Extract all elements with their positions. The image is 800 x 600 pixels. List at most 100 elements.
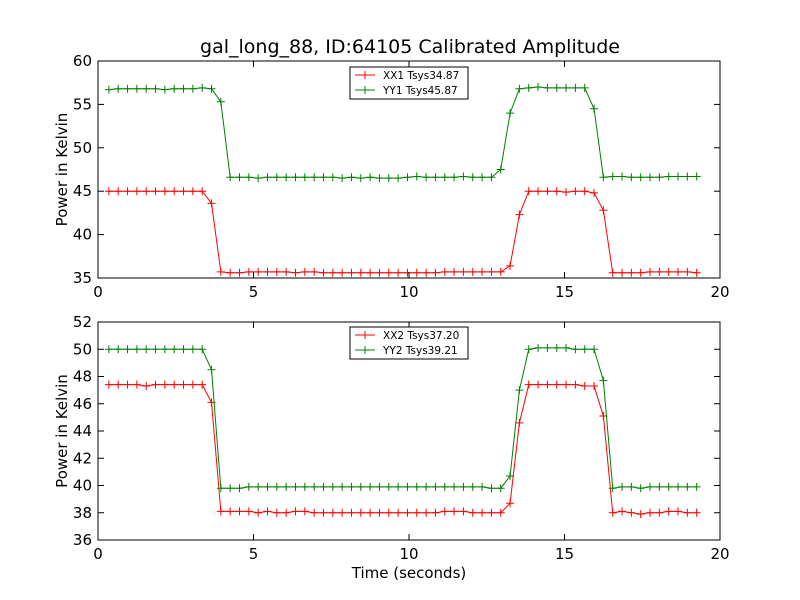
data-point xyxy=(515,386,524,395)
data-point xyxy=(198,345,207,354)
data-point xyxy=(123,345,132,354)
data-point xyxy=(338,268,347,277)
data-point xyxy=(674,507,683,516)
data-point xyxy=(422,268,431,277)
data-point xyxy=(366,268,375,277)
data-point xyxy=(291,507,300,516)
data-point xyxy=(310,173,319,182)
data-point xyxy=(394,482,403,491)
data-point xyxy=(450,173,459,182)
y-tick-label: 45 xyxy=(73,182,92,200)
data-point xyxy=(599,173,608,182)
data-point xyxy=(170,187,179,196)
data-point xyxy=(151,84,160,93)
data-point xyxy=(543,83,552,92)
data-point xyxy=(543,187,552,196)
data-point xyxy=(627,173,636,182)
data-point xyxy=(552,380,561,389)
data-point xyxy=(543,380,552,389)
figure-title: gal_long_88, ID:64105 Calibrated Amplitu… xyxy=(200,36,620,58)
data-point xyxy=(674,172,683,181)
data-point xyxy=(524,187,533,196)
data-point xyxy=(254,174,263,183)
y-axis-label: Power in Kelvin xyxy=(53,374,71,488)
data-point xyxy=(655,482,664,491)
data-point xyxy=(534,187,543,196)
data-point xyxy=(534,380,543,389)
y-tick-label: 50 xyxy=(73,340,92,358)
data-point xyxy=(552,187,561,196)
x-tick-label: 0 xyxy=(93,283,103,301)
data-point xyxy=(506,499,515,508)
legend-marker xyxy=(361,346,369,354)
data-point xyxy=(263,267,272,276)
series-1 xyxy=(104,187,701,277)
data-point xyxy=(160,380,169,389)
data-point xyxy=(272,482,281,491)
data-point xyxy=(431,508,440,517)
data-point xyxy=(487,173,496,182)
data-point xyxy=(683,267,692,276)
data-point xyxy=(216,267,225,276)
data-point xyxy=(478,508,487,517)
data-point xyxy=(235,484,244,493)
data-point xyxy=(440,482,449,491)
data-point xyxy=(534,343,543,352)
y-tick-label: 44 xyxy=(73,422,92,440)
legend-marker xyxy=(361,71,369,79)
data-point xyxy=(347,173,356,182)
legend-label: XX1 Tsys34.87 xyxy=(383,70,459,82)
data-point xyxy=(515,418,524,427)
data-point xyxy=(263,482,272,491)
data-point xyxy=(310,267,319,276)
data-point xyxy=(310,482,319,491)
x-tick-label: 20 xyxy=(710,545,729,563)
series-2 xyxy=(104,343,701,493)
data-point xyxy=(254,482,263,491)
series-line xyxy=(108,86,697,179)
data-point xyxy=(590,188,599,197)
data-point xyxy=(104,85,113,94)
legend-label: YY1 Tsys45.87 xyxy=(382,85,458,97)
data-point xyxy=(431,482,440,491)
data-point xyxy=(160,85,169,94)
data-point xyxy=(272,267,281,276)
data-point xyxy=(338,508,347,517)
data-point xyxy=(282,173,291,182)
data-point xyxy=(328,173,337,182)
legend-label: YY2 Tsys39.21 xyxy=(382,345,458,357)
data-point xyxy=(618,482,627,491)
data-point xyxy=(104,345,113,354)
data-point xyxy=(235,507,244,516)
data-point xyxy=(608,172,617,181)
data-point xyxy=(515,210,524,219)
data-point xyxy=(506,261,515,270)
data-point xyxy=(244,173,253,182)
data-point xyxy=(142,187,151,196)
data-point xyxy=(590,104,599,113)
data-point xyxy=(319,508,328,517)
x-tick-label: 20 xyxy=(710,283,729,301)
data-point xyxy=(664,507,673,516)
data-point xyxy=(114,380,123,389)
top-panel: 0 5 10 15 20 35 40 45 50 55 60 Power in Kelvin XX1 T… xyxy=(53,52,730,301)
data-point xyxy=(254,508,263,517)
data-point xyxy=(179,380,188,389)
data-point xyxy=(338,482,347,491)
data-point xyxy=(646,482,655,491)
data-point xyxy=(132,345,141,354)
data-point xyxy=(328,482,337,491)
x-tick-label: 15 xyxy=(555,545,574,563)
data-point xyxy=(300,507,309,516)
bottom-panel: 0 5 10 15 20 36 38 40 42 44 46 48 50 52 Power in Kelvi… xyxy=(53,313,730,582)
data-point xyxy=(580,187,589,196)
data-point xyxy=(692,172,701,181)
data-point xyxy=(338,174,347,183)
data-point xyxy=(599,206,608,215)
data-point xyxy=(524,83,533,92)
data-point xyxy=(226,507,235,516)
data-point xyxy=(123,187,132,196)
data-point xyxy=(450,482,459,491)
